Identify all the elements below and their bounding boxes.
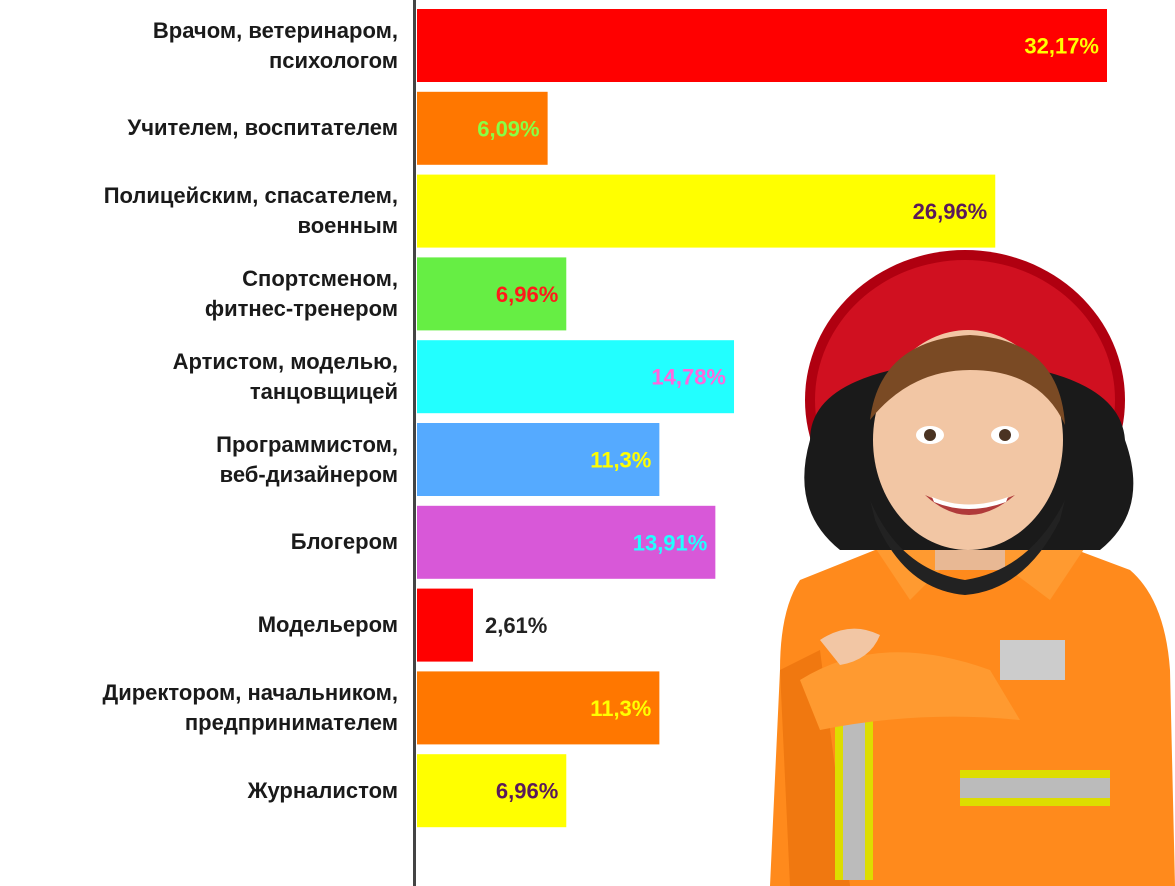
value-label-2: 26,96%	[913, 199, 988, 224]
value-label-9: 6,96%	[496, 779, 558, 804]
bar-2	[417, 174, 996, 248]
bar-8	[417, 671, 660, 745]
category-label-9: Журналистом	[247, 777, 398, 803]
category-label-6: Блогером	[290, 529, 398, 555]
value-label-5: 11,3%	[590, 448, 651, 473]
y-axis-line	[413, 0, 416, 886]
value-label-3: 6,96%	[496, 282, 558, 307]
value-label-1: 6,09%	[477, 116, 539, 141]
category-label-4: Артистом, моделью, танцовщицей	[172, 348, 398, 404]
category-label-7: Модельером	[257, 612, 398, 638]
child-firefighter-icon	[770, 250, 1175, 886]
category-label-5: Программистом, веб-дизайнером	[216, 431, 398, 487]
value-label-6: 13,91%	[633, 530, 708, 555]
value-label-7: 2,61%	[485, 613, 547, 638]
category-label-8: Директором, начальником, предпринимателе…	[102, 679, 398, 735]
value-label-8: 11,3%	[590, 696, 651, 721]
bar-0	[417, 9, 1107, 82]
category-label-1: Учителем, воспитателем	[127, 115, 398, 141]
bar-6	[417, 505, 716, 579]
bar-3	[417, 257, 567, 331]
bar-7	[417, 588, 473, 662]
bar-4	[417, 340, 735, 414]
value-label-4: 14,78%	[651, 365, 726, 390]
bar-1	[417, 91, 548, 165]
bar-5	[417, 423, 660, 496]
category-label-2: Полицейским, спасателем, военным	[103, 183, 398, 239]
value-label-0: 32,17%	[1024, 34, 1099, 59]
category-label-3: Спортсменом, фитнес-тренером	[204, 265, 398, 321]
category-label-0: Врачом, ветеринаром, психологом	[152, 17, 398, 73]
bar-9	[417, 754, 567, 828]
